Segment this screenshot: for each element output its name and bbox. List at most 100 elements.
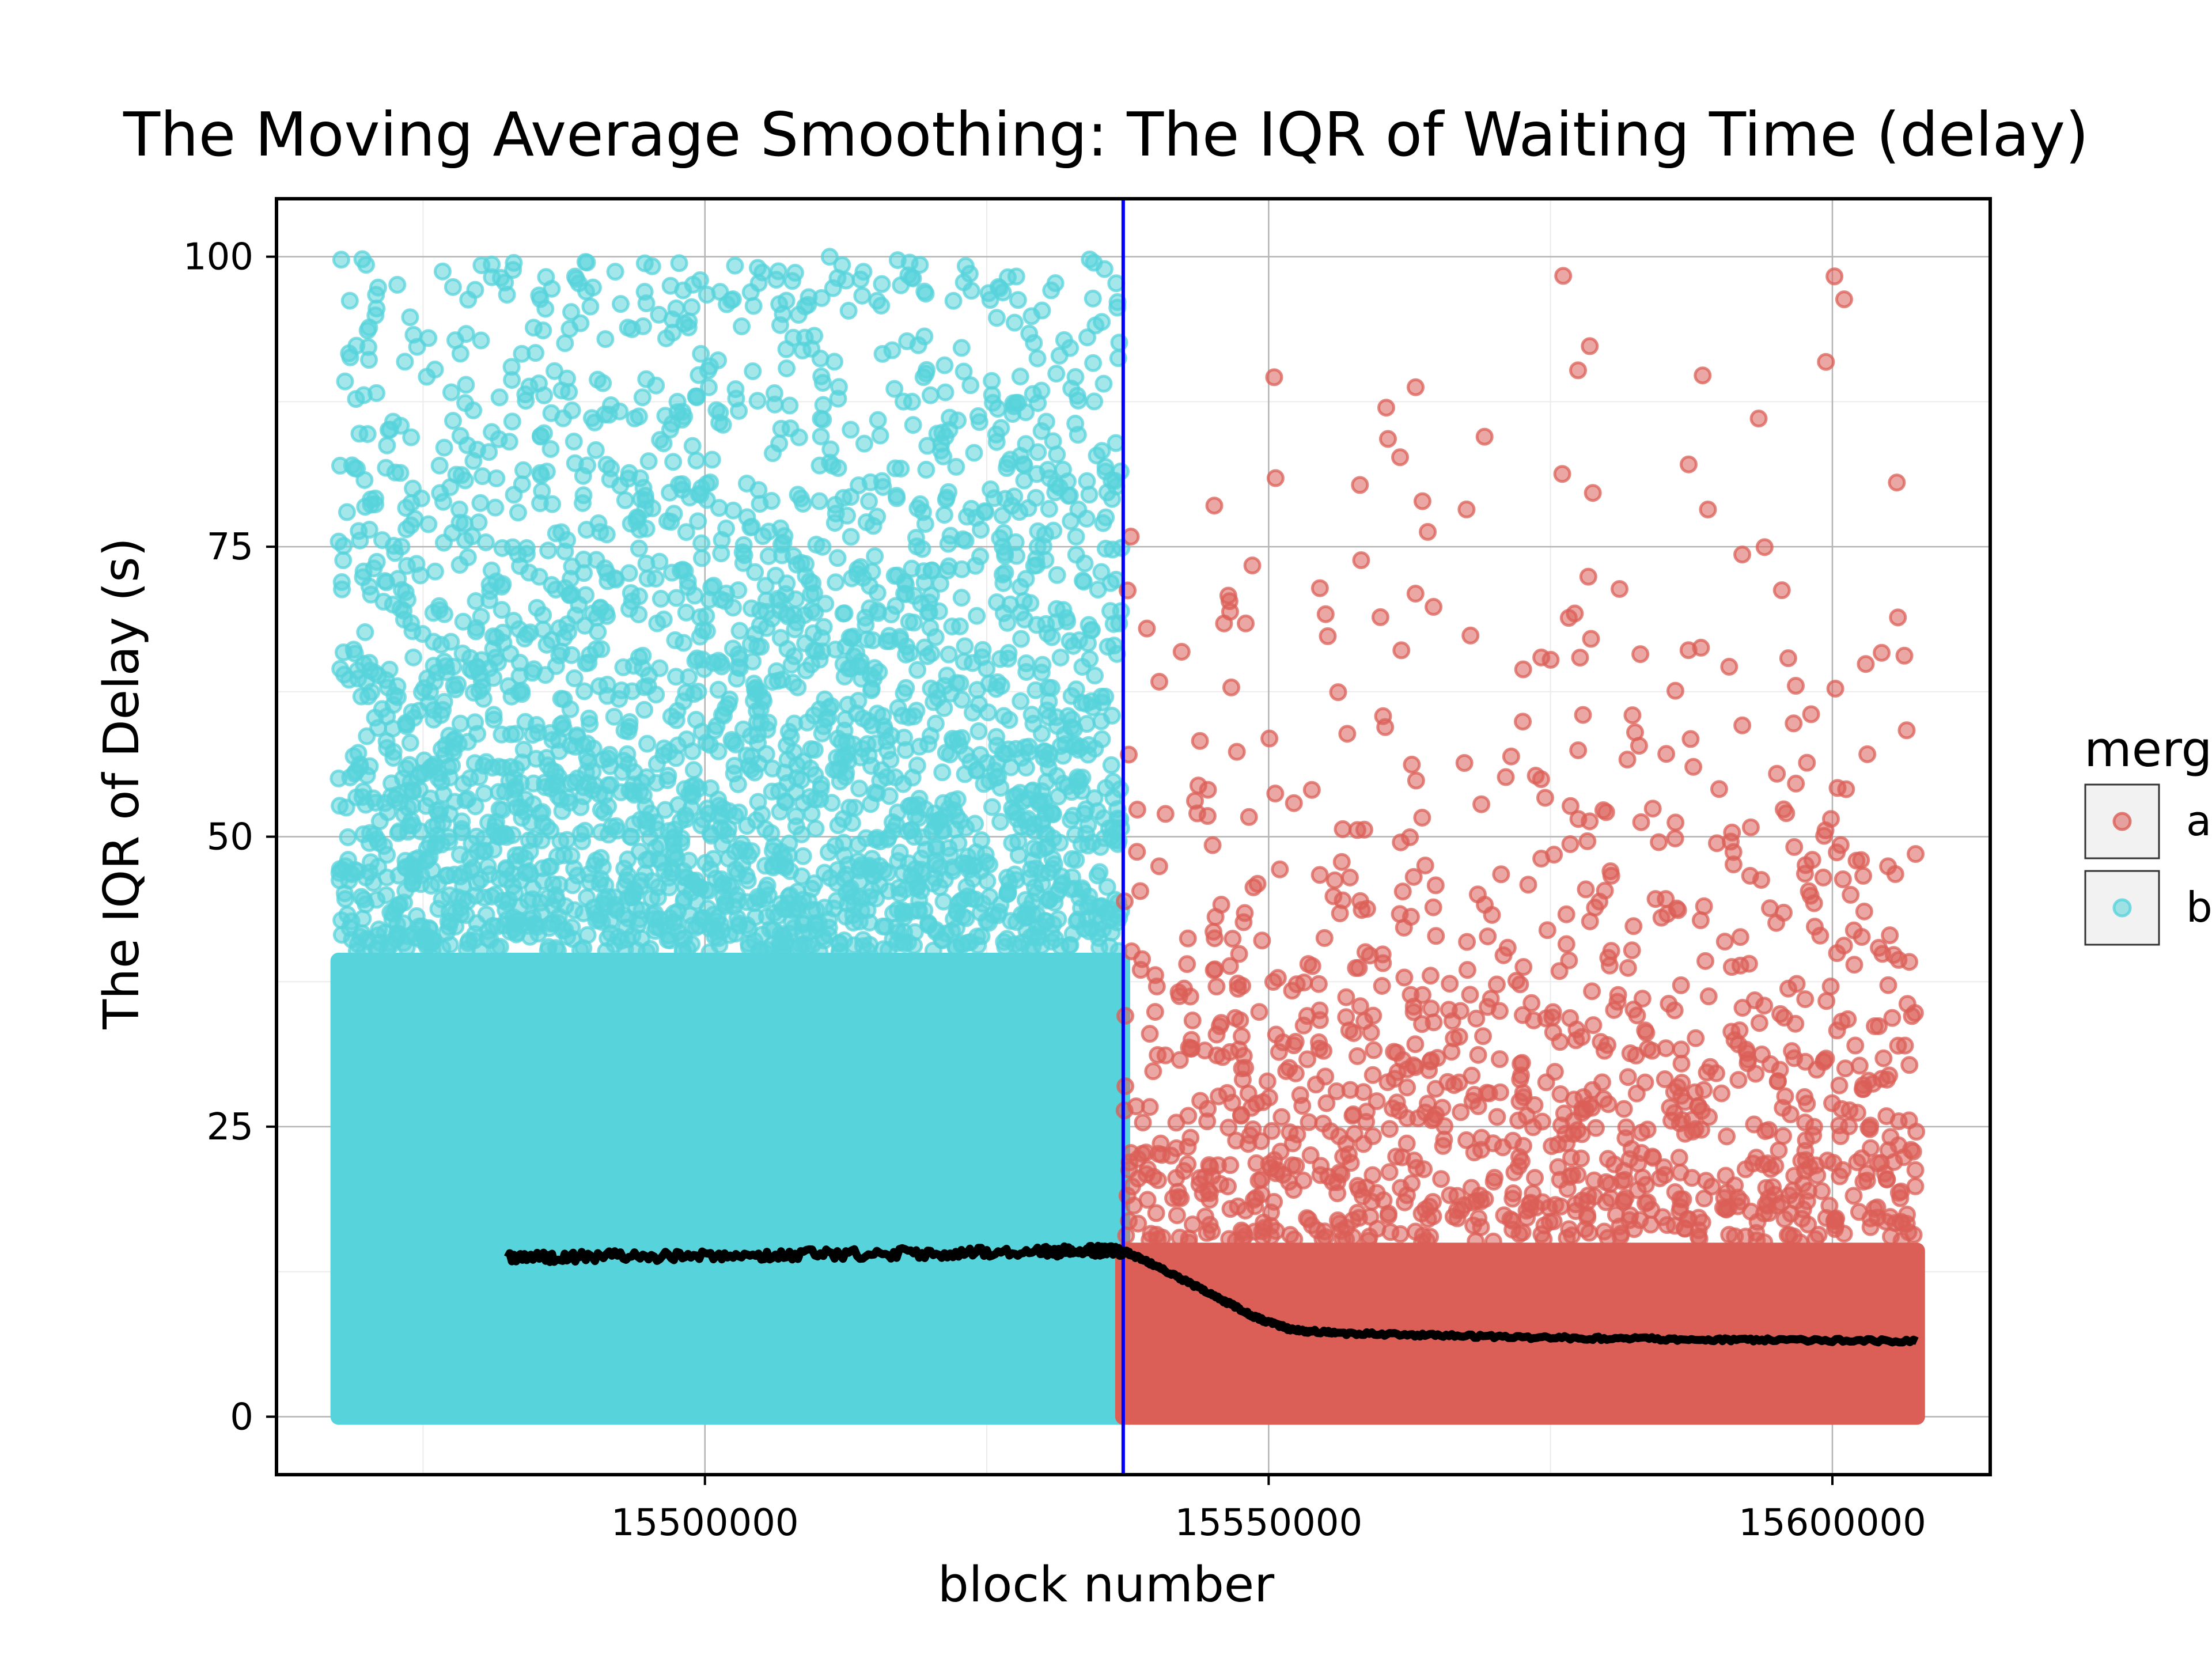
scatter-point bbox=[1557, 905, 1575, 923]
scatter-point bbox=[505, 612, 523, 630]
scatter-point bbox=[733, 317, 751, 336]
scatter-point bbox=[360, 834, 378, 852]
scatter-point bbox=[839, 301, 858, 320]
scatter-point bbox=[1107, 434, 1125, 452]
scatter-point bbox=[1206, 908, 1225, 926]
scatter-point bbox=[1486, 1169, 1504, 1187]
scatter-point bbox=[1766, 1157, 1785, 1175]
scatter-point bbox=[991, 529, 1009, 547]
scatter-point bbox=[1298, 1050, 1317, 1069]
scatter-point bbox=[1156, 805, 1175, 823]
scatter-point bbox=[1881, 926, 1899, 945]
scatter-point bbox=[437, 866, 455, 885]
scatter-point bbox=[1472, 795, 1491, 813]
scatter-point bbox=[1421, 1052, 1440, 1071]
scatter-point bbox=[1823, 1094, 1842, 1112]
scatter-point bbox=[987, 728, 1006, 746]
scatter-point bbox=[1407, 771, 1425, 790]
scatter-point bbox=[1771, 1060, 1789, 1079]
scatter-point bbox=[1234, 913, 1253, 931]
scatter-point bbox=[1592, 1033, 1610, 1051]
scatter-point bbox=[1657, 890, 1675, 908]
scatter-point bbox=[776, 792, 794, 810]
scatter-point bbox=[514, 461, 532, 479]
scatter-point bbox=[709, 652, 728, 670]
scatter-point bbox=[843, 814, 861, 832]
scatter-point bbox=[1897, 721, 1916, 740]
scatter-point bbox=[1392, 833, 1410, 851]
scatter-point bbox=[1767, 914, 1786, 932]
scatter-point bbox=[1092, 897, 1110, 916]
scatter-point bbox=[690, 484, 708, 503]
scatter-point bbox=[821, 440, 840, 459]
scatter-point bbox=[1900, 1111, 1918, 1130]
scatter-point bbox=[541, 440, 560, 458]
scatter-point bbox=[1093, 313, 1111, 331]
scatter-point bbox=[1380, 1120, 1399, 1138]
scatter-point bbox=[934, 892, 953, 911]
scatter-point bbox=[1512, 1066, 1531, 1085]
scatter-point bbox=[759, 713, 778, 732]
scatter-point bbox=[430, 601, 449, 619]
scatter-point bbox=[1081, 650, 1099, 668]
scatter-point bbox=[1889, 1184, 1908, 1202]
scatter-point bbox=[1039, 863, 1058, 882]
scatter-point bbox=[379, 421, 397, 439]
scatter-point bbox=[1830, 1076, 1849, 1094]
scatter-point bbox=[1467, 1009, 1486, 1028]
scatter-point bbox=[1877, 1170, 1896, 1188]
scatter-point bbox=[1310, 866, 1329, 884]
scatter-point bbox=[1244, 878, 1263, 896]
scatter-point bbox=[1600, 956, 1619, 975]
scatter-point bbox=[759, 522, 778, 541]
scatter-point bbox=[1524, 1011, 1543, 1029]
scatter-point bbox=[1574, 706, 1592, 724]
scatter-point bbox=[733, 855, 752, 874]
scatter-point bbox=[683, 298, 701, 316]
scatter-point bbox=[1093, 730, 1111, 748]
scatter-point bbox=[630, 407, 648, 426]
scatter-point bbox=[707, 401, 726, 419]
scatter-point bbox=[1699, 987, 1718, 1006]
scatter-point bbox=[867, 889, 885, 908]
scatter-point bbox=[1331, 904, 1349, 923]
scatter-point bbox=[1047, 475, 1065, 494]
scatter-point bbox=[709, 790, 728, 809]
scatter-point bbox=[1785, 714, 1803, 733]
scatter-point bbox=[1800, 1181, 1818, 1200]
scatter-point bbox=[1480, 1084, 1498, 1103]
scatter-point bbox=[746, 563, 764, 581]
scatter-point bbox=[930, 810, 949, 829]
scatter-point bbox=[1046, 274, 1065, 293]
scatter-point bbox=[940, 645, 958, 664]
scatter-point bbox=[1845, 956, 1863, 974]
scatter-point bbox=[556, 897, 574, 915]
scatter-point bbox=[871, 426, 889, 445]
scatter-point bbox=[1018, 908, 1036, 926]
scatter-point bbox=[1181, 1128, 1200, 1147]
scatter-point bbox=[652, 589, 670, 608]
scatter-point bbox=[433, 262, 452, 281]
scatter-point bbox=[334, 551, 353, 570]
scatter-point bbox=[1388, 1063, 1407, 1081]
scatter-point bbox=[961, 376, 980, 395]
scatter-point bbox=[935, 506, 953, 524]
scatter-point bbox=[590, 677, 608, 695]
scatter-point bbox=[1105, 637, 1123, 655]
scatter-point bbox=[1561, 1009, 1580, 1027]
scatter-point bbox=[1321, 1122, 1340, 1141]
scatter-point bbox=[584, 604, 602, 623]
scatter-point bbox=[1906, 1177, 1925, 1195]
scatter-point bbox=[517, 392, 535, 410]
scatter-point bbox=[530, 567, 548, 586]
scatter-point bbox=[865, 659, 884, 677]
scatter-point bbox=[749, 725, 767, 744]
scatter-point bbox=[945, 910, 963, 928]
scatter-point bbox=[1221, 603, 1239, 621]
scatter-point bbox=[949, 834, 968, 853]
scatter-point bbox=[1571, 649, 1589, 667]
scatter-point bbox=[1094, 374, 1113, 393]
scatter-point bbox=[528, 599, 546, 617]
scatter-point bbox=[1696, 952, 1715, 970]
scatter-point bbox=[1881, 1208, 1899, 1226]
